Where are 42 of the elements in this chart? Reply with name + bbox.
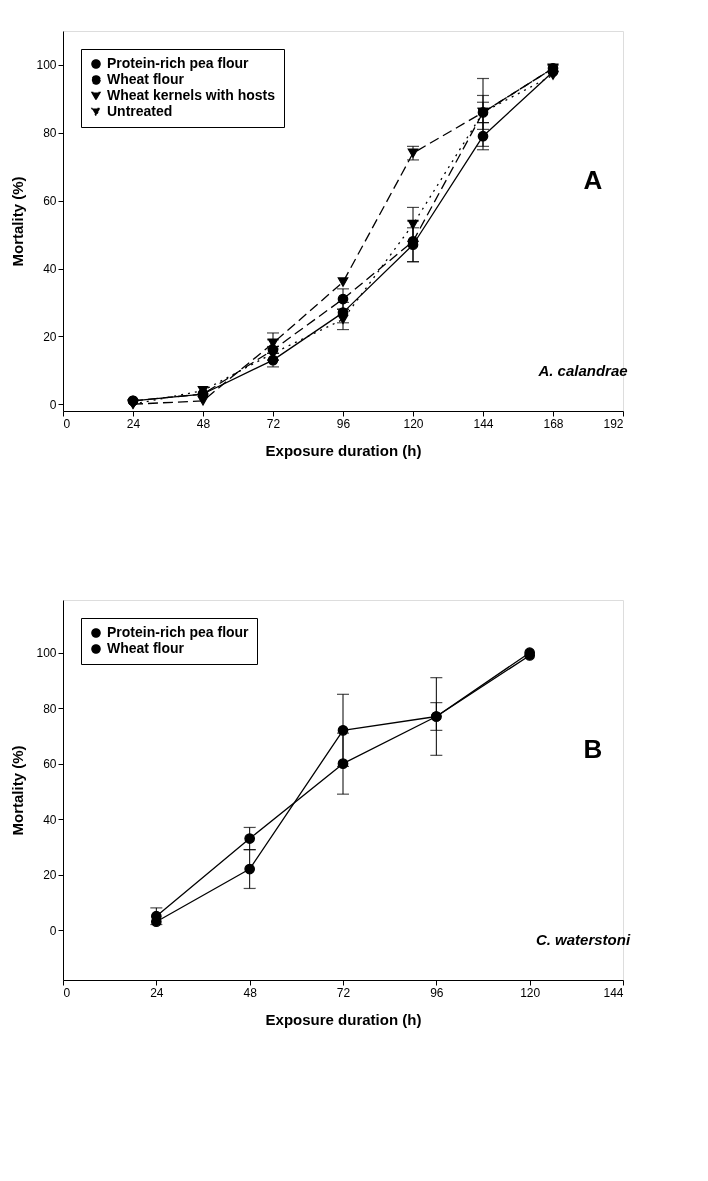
- y-tick-label: 20: [43, 868, 57, 883]
- y-tick-label: 40: [43, 812, 57, 827]
- x-tick-label: 144: [473, 416, 494, 431]
- y-axis-title: Mortality (%): [9, 745, 27, 836]
- x-tick-label: 120: [403, 416, 424, 431]
- y-tick-label: 100: [36, 646, 57, 661]
- y-tick-label: 20: [43, 329, 57, 344]
- x-tick-label: 72: [336, 985, 351, 1000]
- x-tick-label: 120: [520, 985, 541, 1000]
- y-tick-label: 80: [43, 126, 57, 141]
- y-axis-title: Mortality (%): [9, 176, 27, 267]
- x-tick-label: 48: [196, 416, 211, 431]
- x-tick-label: 96: [430, 985, 444, 1000]
- x-tick-label: 168: [543, 416, 564, 431]
- annotation: C. waterstoni: [535, 931, 631, 948]
- y-tick-label: 80: [43, 701, 57, 716]
- x-tick-label: 0: [63, 416, 71, 431]
- x-tick-label: 144: [603, 985, 624, 1000]
- y-tick-label: 100: [36, 58, 57, 73]
- y-tick-label: 60: [43, 757, 57, 772]
- annotation: B: [583, 734, 603, 764]
- x-axis-title: Exposure duration (h): [265, 441, 422, 459]
- x-tick-label: 0: [63, 985, 71, 1000]
- y-tick-label: 60: [43, 194, 57, 209]
- x-tick-label: 24: [150, 985, 164, 1000]
- legend-label: Wheat flour: [107, 640, 185, 656]
- x-tick-label: 48: [243, 985, 258, 1000]
- x-axis-title: Exposure duration (h): [265, 1010, 422, 1028]
- legend-label: Protein-rich pea flour: [107, 624, 250, 640]
- legend-label: Untreated: [107, 103, 173, 119]
- x-tick-label: 72: [266, 416, 281, 431]
- legend-label: Protein-rich pea flour: [107, 55, 250, 71]
- y-tick-label: 0: [49, 397, 57, 412]
- annotation: A: [583, 165, 603, 195]
- legend-label: Wheat kernels with hosts: [107, 87, 276, 103]
- annotation: A. calandrae: [537, 362, 628, 379]
- y-tick-label: 0: [49, 923, 57, 938]
- x-tick-label: 24: [126, 416, 141, 431]
- y-tick-label: 40: [43, 262, 57, 276]
- legend-label: Wheat flour: [107, 71, 185, 87]
- x-tick-label: 96: [336, 416, 351, 431]
- x-tick-label: 192: [603, 416, 624, 431]
